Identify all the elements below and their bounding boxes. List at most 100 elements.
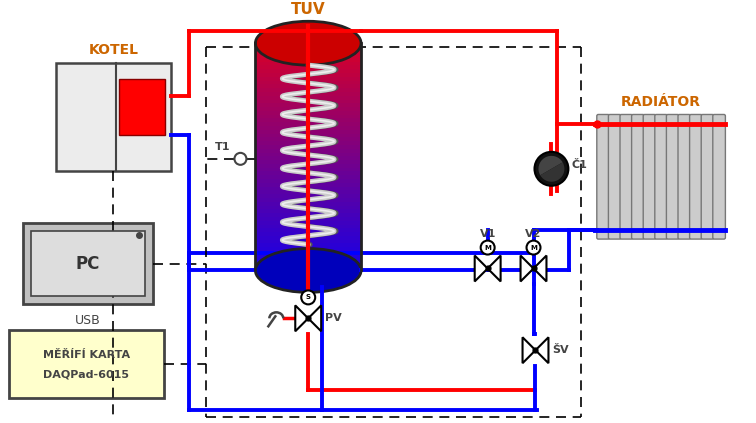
Bar [256, 69, 361, 74]
Bar [256, 232, 361, 237]
Bar [256, 73, 361, 78]
Bar [119, 79, 165, 135]
Bar [256, 251, 361, 256]
Text: DAQPad-6015: DAQPad-6015 [43, 369, 129, 379]
Bar [256, 43, 361, 48]
Bar [256, 118, 361, 124]
Circle shape [481, 241, 494, 255]
Bar [256, 126, 361, 131]
Bar [256, 262, 361, 267]
Polygon shape [521, 255, 534, 281]
Bar [256, 247, 361, 252]
Text: PV: PV [325, 313, 342, 323]
Bar [256, 149, 361, 154]
Text: KOTEL: KOTEL [88, 43, 138, 57]
FancyBboxPatch shape [620, 115, 633, 239]
Text: T1: T1 [215, 142, 231, 152]
Polygon shape [296, 305, 308, 331]
Bar [23, 222, 153, 305]
Text: Č1: Č1 [572, 160, 587, 170]
FancyBboxPatch shape [713, 115, 726, 239]
Bar [256, 134, 361, 138]
Bar [256, 50, 361, 55]
Text: V2: V2 [525, 228, 542, 239]
Bar [256, 255, 361, 260]
Bar [256, 77, 361, 82]
Bar [256, 153, 361, 157]
Text: M: M [530, 244, 537, 250]
Bar [256, 99, 361, 104]
Text: TUV: TUV [291, 2, 326, 17]
Text: RADIÁTOR: RADIÁTOR [621, 95, 701, 109]
Text: MĚŘÍFÍ KARTA: MĚŘÍFÍ KARTA [43, 350, 130, 360]
Bar [256, 103, 361, 108]
FancyBboxPatch shape [678, 115, 690, 239]
Bar [256, 225, 361, 229]
Text: ŠV: ŠV [553, 345, 569, 355]
Bar [256, 111, 361, 116]
Bar [256, 66, 361, 70]
Bar [256, 168, 361, 173]
Bar [256, 130, 361, 135]
Bar [256, 164, 361, 169]
Circle shape [526, 241, 541, 255]
Bar [256, 88, 361, 93]
Bar [256, 244, 361, 248]
Bar [256, 194, 361, 199]
Bar [256, 141, 361, 146]
Polygon shape [308, 305, 321, 331]
Bar [256, 217, 361, 222]
Text: M: M [484, 244, 491, 250]
Bar [256, 145, 361, 150]
Bar [256, 202, 361, 207]
Circle shape [534, 152, 569, 186]
Bar [256, 183, 361, 188]
Bar [256, 122, 361, 127]
Text: S: S [305, 294, 311, 300]
Text: V1: V1 [479, 228, 496, 239]
Bar [56, 63, 171, 171]
FancyBboxPatch shape [596, 115, 609, 239]
Polygon shape [534, 255, 547, 281]
FancyBboxPatch shape [666, 115, 679, 239]
Bar [256, 187, 361, 192]
Bar [256, 206, 361, 211]
Ellipse shape [256, 21, 361, 65]
Bar [256, 96, 361, 101]
Text: PC: PC [76, 255, 100, 272]
Bar [256, 47, 361, 51]
Bar [256, 81, 361, 85]
Bar [256, 107, 361, 112]
FancyBboxPatch shape [609, 115, 621, 239]
Bar [256, 115, 361, 120]
Polygon shape [475, 255, 488, 281]
Bar [9, 330, 164, 398]
Circle shape [301, 291, 315, 305]
Bar [256, 175, 361, 180]
Bar [256, 258, 361, 264]
Ellipse shape [256, 249, 361, 292]
Bar [31, 231, 144, 297]
Bar [256, 171, 361, 176]
Bar [256, 236, 361, 241]
Polygon shape [535, 337, 548, 363]
Polygon shape [522, 337, 535, 363]
Bar [256, 240, 361, 244]
Text: USB: USB [75, 314, 101, 327]
FancyBboxPatch shape [655, 115, 668, 239]
Circle shape [234, 153, 246, 165]
FancyBboxPatch shape [643, 115, 655, 239]
Polygon shape [488, 255, 500, 281]
Bar [256, 213, 361, 218]
Bar [256, 58, 361, 63]
Bar [256, 198, 361, 203]
Bar [256, 54, 361, 59]
Bar [256, 84, 361, 89]
Bar [256, 160, 361, 165]
Bar [256, 190, 361, 195]
Bar [256, 221, 361, 225]
Wedge shape [541, 162, 565, 182]
Bar [256, 179, 361, 184]
Bar [256, 92, 361, 97]
FancyBboxPatch shape [702, 115, 714, 239]
